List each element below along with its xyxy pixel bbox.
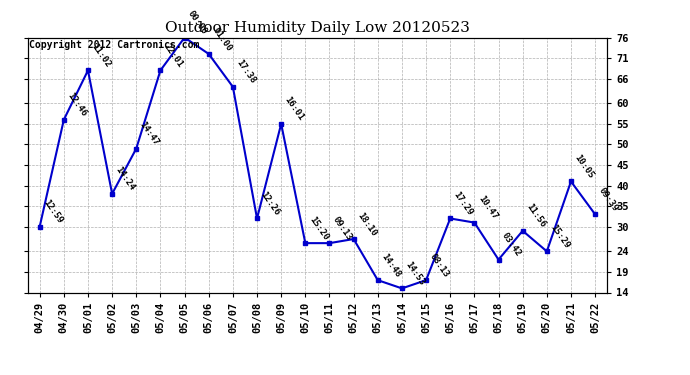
Text: 10:47: 10:47 <box>476 194 499 221</box>
Text: 10:05: 10:05 <box>573 153 595 180</box>
Text: 09:39: 09:39 <box>597 186 620 213</box>
Title: Outdoor Humidity Daily Low 20120523: Outdoor Humidity Daily Low 20120523 <box>165 21 470 35</box>
Text: 14:24: 14:24 <box>114 165 137 192</box>
Text: 15:20: 15:20 <box>307 215 330 242</box>
Text: 18:10: 18:10 <box>355 211 378 238</box>
Text: 14:47: 14:47 <box>138 120 161 147</box>
Text: 12:46: 12:46 <box>66 92 88 118</box>
Text: 12:59: 12:59 <box>41 198 64 225</box>
Text: 11:56: 11:56 <box>524 202 547 229</box>
Text: 03:42: 03:42 <box>500 231 523 258</box>
Text: 11:02: 11:02 <box>90 42 112 69</box>
Text: 15:29: 15:29 <box>549 223 571 250</box>
Text: 17:38: 17:38 <box>235 58 257 86</box>
Text: 09:13: 09:13 <box>331 215 354 242</box>
Text: 17:29: 17:29 <box>452 190 475 217</box>
Text: 12:26: 12:26 <box>259 190 282 217</box>
Text: 16:01: 16:01 <box>283 96 306 123</box>
Text: 01:00: 01:00 <box>210 26 233 53</box>
Text: 00:00: 00:00 <box>186 9 209 36</box>
Text: 22:01: 22:01 <box>162 42 185 69</box>
Text: 08:13: 08:13 <box>428 252 451 279</box>
Text: 14:48: 14:48 <box>380 252 402 279</box>
Text: Copyright 2012 Cartronics.com: Copyright 2012 Cartronics.com <box>29 40 199 50</box>
Text: 14:53: 14:53 <box>404 260 426 287</box>
